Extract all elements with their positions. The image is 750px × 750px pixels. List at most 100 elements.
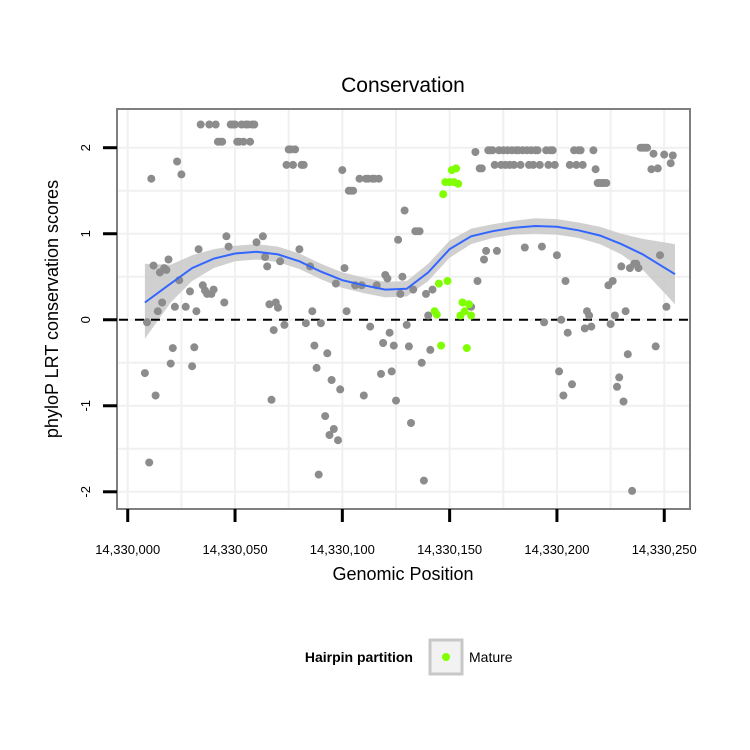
other-point: [477, 164, 486, 173]
other-point: [164, 255, 173, 264]
other-point: [151, 391, 160, 400]
other-point: [647, 165, 656, 174]
x-tick-label: 14,330,100: [310, 542, 375, 557]
other-point: [621, 307, 630, 316]
other-point: [194, 245, 203, 254]
other-point: [205, 120, 214, 129]
y-axis-title: phyloP LRT conservation scores: [42, 180, 62, 438]
mature-point: [467, 311, 476, 320]
other-point: [276, 257, 285, 266]
x-tick-label: 14,330,200: [524, 542, 589, 557]
other-point: [321, 412, 330, 421]
other-point: [355, 174, 364, 183]
other-point: [580, 324, 589, 333]
other-point: [585, 311, 594, 320]
other-point: [396, 289, 405, 298]
mature-point: [437, 341, 446, 350]
chart-title: Conservation: [341, 74, 465, 97]
mature-point: [432, 310, 441, 319]
other-point: [158, 298, 167, 307]
other-point: [323, 349, 332, 358]
y-tick-label: 2: [78, 144, 93, 151]
other-point: [366, 322, 375, 331]
other-point: [404, 342, 413, 351]
other-point: [417, 358, 426, 367]
other-point: [615, 373, 624, 382]
other-point: [166, 359, 175, 368]
other-point: [561, 277, 570, 285]
other-point: [422, 289, 430, 298]
mature-point: [458, 298, 467, 307]
other-point: [426, 345, 435, 354]
other-point: [329, 425, 338, 433]
other-point: [537, 242, 546, 251]
mature-point: [465, 300, 473, 309]
other-point: [610, 311, 619, 320]
other-point: [516, 160, 525, 169]
other-point: [428, 285, 437, 294]
other-point: [492, 246, 501, 255]
x-axis-title: Genomic Position: [332, 564, 473, 584]
other-point: [170, 302, 179, 311]
other-point: [398, 272, 407, 281]
other-point: [186, 287, 194, 296]
smooth-trend-line: [144, 224, 676, 304]
other-point: [628, 486, 637, 495]
x-axis: 14,330,000 14,330,050 14,330,100 14,330,150…: [95, 509, 697, 557]
other-point: [209, 285, 218, 294]
other-point: [168, 344, 177, 353]
other-point: [261, 253, 270, 261]
other-point: [340, 264, 349, 273]
y-axis: -2 -1 0 1 2: [78, 144, 117, 498]
other-point: [196, 120, 205, 129]
other-point: [149, 261, 158, 270]
other-point: [482, 246, 491, 255]
other-point: [471, 148, 480, 156]
other-point: [578, 160, 587, 169]
legend-mature-label: Mature: [469, 649, 513, 665]
other-point: [387, 367, 396, 376]
other-point: [310, 341, 319, 350]
legend-title: Hairpin partition: [305, 649, 413, 665]
other-point: [274, 303, 282, 312]
other-point: [145, 458, 154, 467]
x-tick-label: 14,330,250: [632, 542, 697, 557]
other-point: [473, 277, 482, 285]
other-point: [269, 326, 278, 335]
other-point: [389, 341, 398, 350]
other-point: [419, 476, 428, 485]
other-point: [239, 137, 248, 146]
other-point: [490, 160, 499, 169]
other-point: [211, 120, 220, 129]
legend-mature-marker: [442, 653, 450, 661]
other-point: [265, 300, 274, 309]
other-point: [314, 470, 323, 479]
other-point: [188, 362, 197, 371]
x-tick-label: 14,330,000: [95, 542, 160, 557]
other-point: [374, 174, 383, 183]
mature-point: [443, 277, 452, 285]
other-point: [623, 350, 632, 359]
other-point: [480, 255, 488, 264]
other-point: [548, 146, 557, 155]
other-point: [342, 307, 351, 316]
mature-point: [434, 279, 443, 288]
other-point: [336, 385, 345, 394]
other-point: [606, 320, 615, 329]
other-point: [649, 149, 658, 158]
other-point: [568, 380, 576, 389]
other-point: [140, 369, 149, 378]
panel-frame: [116, 108, 691, 510]
other-point: [385, 328, 394, 337]
other-point: [325, 431, 334, 439]
other-point: [383, 274, 392, 283]
other-point: [565, 160, 574, 169]
other-point: [289, 160, 297, 169]
y-tick-label: -1: [78, 400, 93, 412]
other-point: [656, 251, 664, 260]
other-point: [572, 160, 581, 169]
plot-panel: [116, 108, 691, 510]
other-point: [392, 396, 400, 405]
other-point: [520, 243, 529, 252]
